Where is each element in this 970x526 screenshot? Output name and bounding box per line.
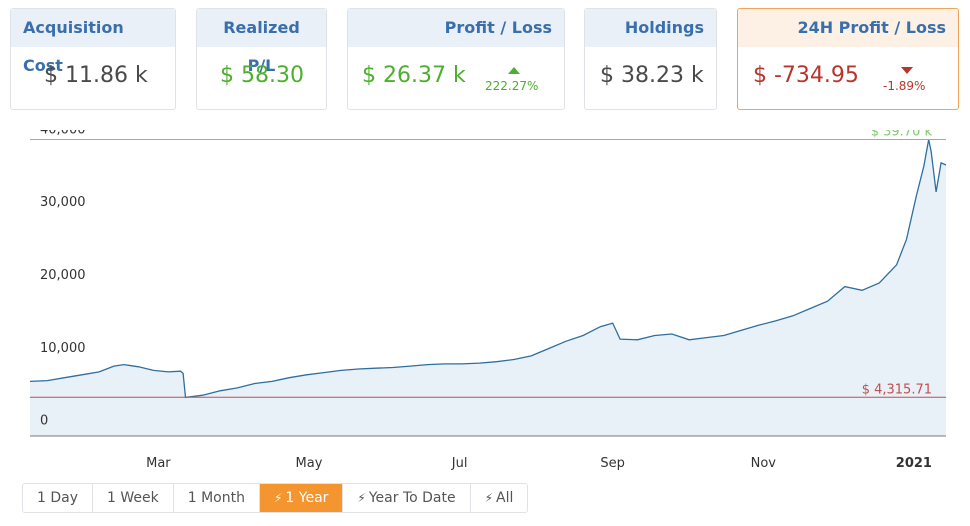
triangle-down-icon xyxy=(901,67,913,74)
y-tick-label: 40,000 xyxy=(40,130,86,137)
range-button-label: 1 Week xyxy=(107,490,159,506)
stat-card-1: Acquisition Cost $ 11.86 k xyxy=(10,8,176,110)
stat-card-5: 24H Profit / Loss $ -734.95 -1.89% xyxy=(737,8,959,110)
range-button-label: 1 Year xyxy=(285,490,329,506)
range-button-all[interactable]: ⚡ All xyxy=(470,484,528,512)
stat-card-value: $ 11.86 k xyxy=(44,63,148,88)
y-tick-label: 0 xyxy=(40,414,48,429)
stat-card-percent: -1.89% xyxy=(883,79,926,93)
range-button-label: All xyxy=(496,490,514,506)
y-tick-label: 10,000 xyxy=(40,341,86,356)
stat-card-percent: 222.27% xyxy=(485,79,539,93)
range-button-label: 1 Day xyxy=(37,490,79,506)
range-button-year-to-date[interactable]: ⚡ Year To Date xyxy=(343,484,471,512)
x-tick-label: Nov xyxy=(751,456,777,471)
stat-card-title: Profit / Loss xyxy=(348,9,564,47)
stat-card-value: $ 58.30 xyxy=(220,63,304,88)
stat-card-2: Realized P/L $ 58.30 xyxy=(196,8,327,110)
x-tick-label: Jul xyxy=(451,456,468,471)
range-button-label: 1 Month xyxy=(187,490,245,506)
stat-card-title: Holdings xyxy=(585,9,716,47)
chart-area xyxy=(30,139,946,436)
triangle-up-icon xyxy=(508,67,520,74)
range-button-1-month[interactable]: 1 Month xyxy=(173,484,260,512)
stat-card-title: Acquisition Cost xyxy=(11,9,175,75)
x-tick-label: Sep xyxy=(600,456,625,471)
range-button-1-day[interactable]: 1 Day xyxy=(23,484,94,512)
stat-card-value: $ -734.95 xyxy=(753,63,859,88)
stat-card-title: Realized P/L xyxy=(197,9,326,75)
x-tick-label: May xyxy=(296,456,323,471)
y-tick-label: 30,000 xyxy=(40,195,86,210)
range-button-label: Year To Date xyxy=(368,490,456,506)
max-reference-label: $ 39.70 k xyxy=(871,130,933,139)
range-button-1-year[interactable]: ⚡ 1 Year xyxy=(259,484,344,512)
stat-card-title: 24H Profit / Loss xyxy=(738,9,958,47)
bolt-icon: ⚡ xyxy=(484,491,494,505)
price-chart: $ 39.70 k $ 4,315.71 0 10,000 20,000 30,000… xyxy=(29,130,947,471)
x-tick-label: 2021 xyxy=(896,456,932,471)
min-reference-label: $ 4,315.71 xyxy=(862,382,932,397)
stat-card-value: $ 38.23 k xyxy=(600,63,704,88)
stat-card-3: Profit / Loss $ 26.37 k 222.27% xyxy=(347,8,565,110)
range-selector: 1 Day 1 Week 1 Month ⚡ 1 Year ⚡ Year To Date ⚡ A… xyxy=(22,483,529,513)
x-tick-label: Mar xyxy=(146,456,171,471)
stat-card-value: $ 26.37 k xyxy=(362,63,466,88)
range-button-1-week[interactable]: 1 Week xyxy=(93,484,174,512)
bolt-icon: ⚡ xyxy=(273,491,283,505)
chart-line xyxy=(29,139,947,399)
stat-card-4: Holdings $ 38.23 k xyxy=(584,8,717,110)
bolt-icon: ⚡ xyxy=(357,491,366,505)
y-tick-label: 20,000 xyxy=(40,268,86,283)
